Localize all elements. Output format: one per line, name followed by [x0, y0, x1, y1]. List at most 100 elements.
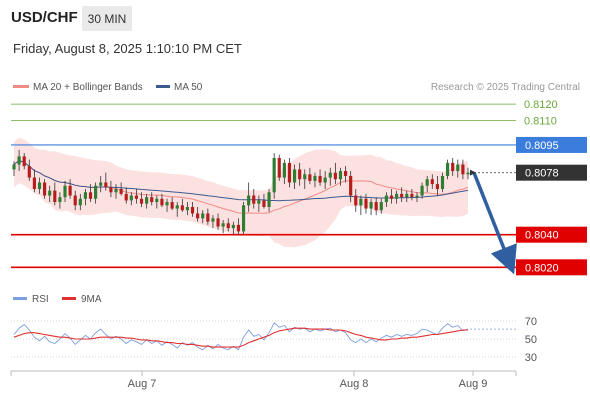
candle-body	[369, 202, 373, 209]
candle-body	[333, 172, 337, 180]
candle-body	[37, 182, 42, 189]
candle-body	[354, 195, 358, 206]
candlesticks	[12, 149, 470, 235]
ma50-legend-label: MA 50	[174, 82, 203, 93]
candle-body	[364, 198, 368, 209]
candle-body	[451, 162, 455, 172]
candle-body	[435, 184, 439, 189]
current-price-marker	[470, 169, 476, 176]
resistance-label-box-0.8095	[516, 136, 587, 153]
price-levels	[11, 103, 516, 269]
candle-body	[150, 197, 154, 203]
candle-body	[134, 195, 139, 199]
price-level-labels: 0.8120 0.8110 0.8095 0.8078 0.8040 0.8020	[516, 99, 587, 276]
candle-body	[420, 185, 424, 196]
candle-body	[343, 171, 348, 176]
x-axis: Aug 7 Aug 8 Aug 9	[10, 371, 517, 390]
support-level-label-0.8020: 0.8020	[525, 262, 559, 274]
candle-body	[318, 175, 322, 183]
candle-body	[32, 177, 36, 189]
candle-body	[63, 185, 67, 198]
candle-body	[298, 169, 302, 180]
symbol-label: USD/CHF	[11, 9, 78, 26]
current-label-box-0.8078	[516, 164, 587, 181]
candle-body	[190, 206, 195, 214]
ma50-legend-swatch	[156, 85, 170, 88]
candle-body	[73, 195, 77, 206]
candle-body	[196, 213, 200, 219]
candle-body	[415, 195, 419, 198]
candle-body	[405, 193, 409, 198]
candle-body	[466, 172, 470, 175]
candle-body	[165, 202, 169, 206]
candle-body	[129, 195, 133, 201]
candle-body	[359, 198, 363, 206]
support-level-label-0.8040: 0.8040	[525, 230, 559, 242]
candle-body	[175, 205, 179, 209]
rsi-legend: RSI 9MA	[13, 294, 102, 305]
x-tick-label: Aug 8	[340, 378, 369, 390]
candle-body	[114, 189, 118, 193]
candle-body	[236, 224, 241, 232]
candle-body	[456, 164, 460, 172]
rsi-tick-50: 50	[525, 334, 537, 346]
candle-body	[221, 223, 225, 227]
candle-body	[425, 179, 429, 186]
candle-body	[160, 198, 164, 206]
chart-header: USD/CHF 30 MIN	[0, 0, 590, 36]
candle-body	[68, 185, 72, 196]
candle-body	[48, 190, 52, 196]
candle-body	[119, 189, 123, 194]
candle-body	[272, 158, 276, 193]
candle-body	[267, 192, 271, 207]
candle-body	[241, 205, 246, 232]
candle-body	[308, 174, 312, 181]
x-tick-label: Aug 7	[128, 378, 157, 390]
candle-body	[257, 200, 261, 204]
chart-datetime: Friday, August 8, 2025 1:10:10 PM CET	[13, 41, 242, 56]
candle-body	[440, 175, 445, 189]
ma9-legend-swatch	[62, 297, 76, 300]
candle-body	[99, 182, 103, 186]
candle-body	[395, 193, 399, 199]
candle-body	[211, 218, 215, 222]
candle-body	[155, 198, 159, 203]
candle-body	[262, 200, 266, 207]
candle-body	[287, 162, 292, 183]
candle-body	[313, 175, 317, 181]
credit-text: Research © 2025 Trading Central	[431, 82, 580, 93]
bollinger-band-area	[14, 137, 468, 248]
candle-body	[292, 169, 297, 183]
candle-body	[185, 206, 190, 211]
candle-body	[282, 162, 286, 178]
candle-body	[400, 193, 404, 198]
ma20-legend-swatch	[13, 85, 29, 88]
timeframe-button[interactable]: 30 MIN	[82, 6, 132, 31]
rsi-tick-70: 70	[525, 316, 537, 328]
rsi-ma9-line	[13, 327, 468, 348]
candle-body	[88, 192, 93, 199]
candle-body	[109, 187, 113, 193]
candle-body	[53, 190, 57, 203]
candle-body	[78, 198, 82, 206]
rsi-line	[13, 322, 469, 351]
candle-body	[338, 171, 343, 180]
candle-body	[303, 174, 307, 180]
candle-body	[83, 192, 87, 199]
candle-body	[22, 156, 26, 167]
rsi-panel: 70 50 30	[11, 316, 537, 364]
resistance-level-label-0.8095: 0.8095	[525, 140, 559, 152]
candle-body	[170, 202, 174, 209]
support-label-box-0.8040	[516, 226, 587, 243]
candle-body	[94, 185, 98, 199]
candle-body	[58, 197, 62, 203]
candle-body	[374, 202, 378, 211]
candle-body	[410, 193, 414, 198]
candle-body	[139, 198, 144, 204]
candle-body	[379, 202, 383, 211]
candle-body	[384, 195, 388, 203]
candle-body	[180, 205, 184, 211]
candle-body	[104, 182, 108, 188]
